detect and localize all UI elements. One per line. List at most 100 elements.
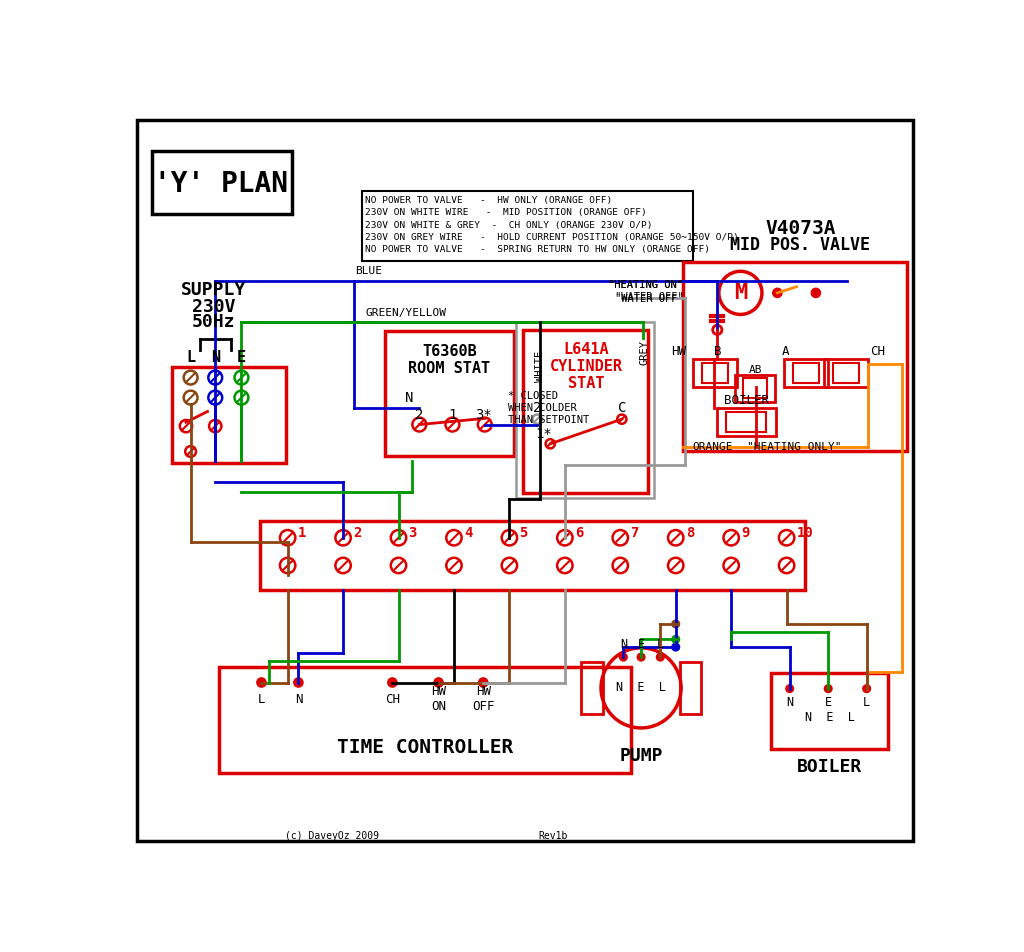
Text: L: L: [656, 638, 664, 650]
Bar: [515, 322, 654, 498]
Text: * CLOSED
WHEN COLDER
THAN SETPOINT: * CLOSED WHEN COLDER THAN SETPOINT: [508, 391, 589, 425]
Circle shape: [434, 678, 443, 687]
Bar: [683, 262, 906, 450]
Circle shape: [785, 684, 794, 692]
Text: "HEATING ON": "HEATING ON": [608, 280, 683, 290]
Text: "WATER OFF": "WATER OFF": [614, 292, 683, 303]
Text: 'Y' PLAN: 'Y' PLAN: [155, 169, 289, 198]
Bar: [743, 378, 767, 398]
Text: 3*: 3*: [475, 407, 492, 422]
Circle shape: [773, 288, 782, 297]
Text: 3: 3: [409, 526, 417, 540]
Text: C: C: [617, 402, 626, 415]
Circle shape: [388, 678, 397, 687]
Text: L: L: [186, 350, 196, 365]
Text: 8: 8: [686, 526, 694, 540]
Text: MID POS. VALVE: MID POS. VALVE: [730, 236, 870, 254]
Circle shape: [257, 678, 266, 687]
Text: (c) DaveyOz 2009: (c) DaveyOz 2009: [285, 831, 379, 841]
Bar: [385, 331, 514, 456]
Text: A: A: [782, 345, 790, 358]
Text: 6: 6: [574, 526, 584, 540]
Text: N  E  L: N E L: [616, 682, 666, 694]
Bar: [680, 662, 701, 714]
Text: 4: 4: [464, 526, 472, 540]
Text: M: M: [734, 283, 748, 303]
Text: ORANGE: ORANGE: [692, 442, 733, 452]
Bar: [219, 667, 631, 773]
Bar: [833, 363, 859, 383]
Bar: [523, 329, 648, 493]
Text: ROOM STAT: ROOM STAT: [409, 361, 490, 376]
Text: GREY: GREY: [640, 341, 650, 366]
Circle shape: [824, 684, 833, 692]
Circle shape: [863, 684, 870, 692]
Text: 1*: 1*: [535, 426, 552, 441]
Text: 2: 2: [415, 407, 424, 422]
Text: "HEATING ON": "HEATING ON": [608, 280, 683, 290]
Circle shape: [478, 678, 487, 687]
Circle shape: [656, 653, 665, 661]
Text: L: L: [863, 696, 870, 709]
Text: "WATER OFF": "WATER OFF": [614, 294, 683, 304]
Circle shape: [811, 288, 820, 297]
Text: 230V ON GREY WIRE   -  HOLD CURRENT POSITION (ORANGE 50~150V O/P): 230V ON GREY WIRE - HOLD CURRENT POSITIO…: [365, 233, 738, 242]
Text: BOILER: BOILER: [724, 394, 769, 407]
Text: 2: 2: [353, 526, 361, 540]
Circle shape: [672, 644, 680, 651]
Text: AB: AB: [749, 365, 763, 375]
Text: 5: 5: [519, 526, 527, 540]
Text: 7: 7: [631, 526, 639, 540]
Text: CH: CH: [385, 693, 399, 706]
Text: N: N: [786, 696, 794, 709]
Text: PUMP: PUMP: [620, 746, 663, 764]
Text: N: N: [295, 693, 302, 706]
Text: "HEATING ONLY": "HEATING ONLY": [746, 442, 841, 452]
Text: HW
OFF: HW OFF: [472, 685, 495, 713]
Text: 50Hz: 50Hz: [191, 313, 236, 331]
Circle shape: [672, 636, 680, 644]
Text: B: B: [714, 345, 721, 358]
Text: T6360B: T6360B: [422, 344, 477, 359]
Text: N  E  L: N E L: [805, 711, 855, 724]
Bar: [260, 521, 805, 590]
Text: N: N: [406, 390, 414, 405]
Text: Rev1b: Rev1b: [539, 831, 568, 841]
Circle shape: [294, 678, 303, 687]
Text: WHITE: WHITE: [536, 351, 545, 383]
Text: NO POWER TO VALVE   -  SPRING RETURN TO HW ONLY (ORANGE OFF): NO POWER TO VALVE - SPRING RETURN TO HW …: [365, 246, 710, 254]
Text: CYLINDER: CYLINDER: [550, 359, 623, 374]
Text: 230V ON WHITE & GREY  -  CH ONLY (ORANGE 230V O/P): 230V ON WHITE & GREY - CH ONLY (ORANGE 2…: [365, 221, 652, 229]
Text: HW: HW: [672, 345, 686, 358]
Text: 10: 10: [797, 526, 813, 540]
Text: N: N: [620, 638, 627, 650]
Text: CH: CH: [870, 345, 885, 358]
Text: 9: 9: [741, 526, 750, 540]
Text: BLUE: BLUE: [355, 267, 382, 276]
Circle shape: [620, 653, 628, 661]
Bar: [717, 408, 776, 436]
Text: E: E: [638, 638, 645, 650]
Text: L641A: L641A: [563, 343, 609, 357]
Bar: [701, 363, 728, 383]
Text: L: L: [258, 693, 265, 706]
Text: 1: 1: [298, 526, 306, 540]
Bar: [172, 367, 286, 463]
Bar: [581, 662, 602, 714]
Bar: [692, 359, 737, 387]
Bar: [153, 151, 292, 214]
Text: E: E: [237, 350, 246, 365]
Text: HW
ON: HW ON: [431, 685, 446, 713]
Text: N: N: [211, 350, 220, 365]
Circle shape: [637, 653, 645, 661]
Text: E: E: [824, 696, 831, 709]
Bar: [783, 359, 828, 387]
Bar: [361, 191, 692, 261]
Text: TIME CONTROLLER: TIME CONTROLLER: [337, 739, 513, 758]
Text: 230V: 230V: [191, 298, 236, 316]
Text: STAT: STAT: [568, 376, 604, 391]
Bar: [771, 673, 888, 748]
Circle shape: [672, 620, 680, 627]
Text: V4073A: V4073A: [765, 219, 836, 238]
Text: SUPPLY: SUPPLY: [181, 281, 247, 299]
